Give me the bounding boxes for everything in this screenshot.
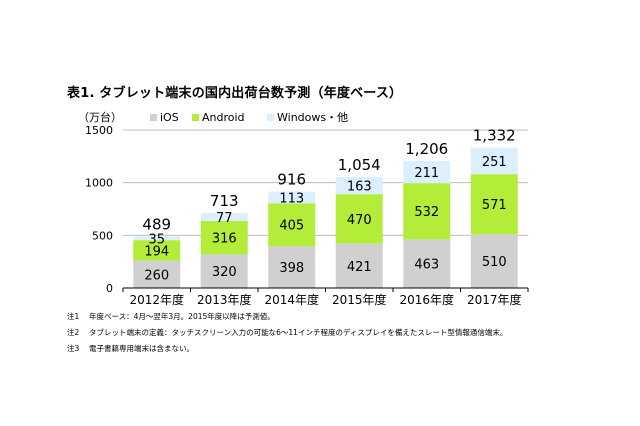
bar-segment-android <box>268 203 316 247</box>
bar-segment-android <box>403 183 451 240</box>
y-axis-ticks: 0 500 1000 1500 <box>85 124 113 295</box>
legend-swatch <box>192 114 199 121</box>
note-number: 注3 <box>67 344 80 353</box>
data-label: 398 <box>279 261 304 276</box>
bar-segment-android <box>200 221 248 255</box>
legend-label: iOS <box>160 111 179 124</box>
note-number: 注1 <box>67 312 80 321</box>
total-label: 1,332 <box>473 127 516 145</box>
bar-segment-windows <box>133 236 181 241</box>
data-label: 320 <box>212 265 237 280</box>
data-label: 251 <box>482 155 507 170</box>
x-tick-label: 2017年度 <box>467 292 522 306</box>
y-tick-label: 1500 <box>85 124 113 137</box>
bar-segment-windows <box>268 191 316 204</box>
x-tick-label: 2012年度 <box>129 292 184 306</box>
data-label: 113 <box>279 191 304 206</box>
x-tick-label: 2013年度 <box>197 292 252 306</box>
note-3: 注3 電子書籍専用端末は含まない。 <box>67 341 627 357</box>
note-text: 年度ベース：4月～翌年3月。2015年度以降は予測値。 <box>89 312 275 321</box>
legend-swatch <box>267 114 274 121</box>
bar-segment-ios <box>403 239 451 288</box>
data-label: 77 <box>216 211 233 226</box>
total-label: 1,206 <box>405 140 448 158</box>
x-axis-ticks: 2012年度 2013年度 2014年度 2015年度 2016年度 2017年度 <box>122 288 529 306</box>
bar-segment-ios <box>335 243 383 288</box>
bar-segment-android <box>470 174 518 235</box>
bar-segment-windows <box>200 212 248 222</box>
y-tick-label: 0 <box>106 282 113 295</box>
bar-segment-android <box>133 240 181 261</box>
data-label: 35 <box>148 232 165 247</box>
bar-segment-ios <box>268 246 316 288</box>
data-label: 211 <box>414 166 439 181</box>
legend-label: Android <box>202 111 245 124</box>
note-2: 注2 タブレット端末の定義：タッチスクリーン入力の可能な6～11インチ程度のディ… <box>67 325 627 341</box>
legend-label: Windows・他 <box>277 111 348 124</box>
data-label: 316 <box>212 232 237 247</box>
data-label: 405 <box>279 219 304 234</box>
data-label: 470 <box>347 213 372 228</box>
total-label: 489 <box>142 215 171 233</box>
data-label: 163 <box>347 180 372 195</box>
y-tick-label: 500 <box>92 229 113 242</box>
total-label: 916 <box>277 171 306 189</box>
bar-segment-windows <box>335 176 383 195</box>
bar-segment-ios <box>133 260 181 288</box>
data-label: 532 <box>414 205 439 220</box>
data-label: 571 <box>482 198 507 213</box>
gridlines <box>123 129 528 236</box>
x-tick-label: 2014年度 <box>264 292 319 306</box>
data-label: 510 <box>482 255 507 270</box>
legend-swatch <box>150 114 157 121</box>
y-tick-label: 1000 <box>85 177 113 190</box>
total-label: 1,054 <box>338 156 381 174</box>
bar-segment-ios <box>470 234 518 288</box>
data-label: 421 <box>347 260 372 275</box>
note-number: 注2 <box>67 328 80 337</box>
note-text: 電子書籍専用端末は含まない。 <box>89 344 194 353</box>
data-label: 194 <box>144 244 169 259</box>
total-label: 713 <box>210 192 239 210</box>
chart-title: 表1. タブレット端末の国内出荷台数予測（年度ベース） <box>67 86 403 101</box>
bar-segment-windows <box>470 147 518 175</box>
bar-segment-windows <box>403 160 451 184</box>
notes: 注1 年度ベース：4月～翌年3月。2015年度以降は予測値。 注2 タブレット端… <box>67 309 627 357</box>
note-text: タブレット端末の定義：タッチスクリーン入力の可能な6～11インチ程度のディスプレ… <box>89 328 508 337</box>
x-tick-label: 2015年度 <box>332 292 387 306</box>
bar-segment-android <box>335 194 383 244</box>
bar-segment-ios <box>200 254 248 288</box>
data-label: 260 <box>144 268 169 283</box>
legend: iOS Android Windows・他 <box>150 111 348 124</box>
data-label: 463 <box>414 258 439 273</box>
stacked-bar-chart: （万台） iOS Android Windows・他 0 500 1000 1500 26… <box>78 110 529 306</box>
y-unit-label: （万台） <box>78 110 122 124</box>
note-1: 注1 年度ベース：4月～翌年3月。2015年度以降は予測値。 <box>67 309 627 325</box>
x-tick-label: 2016年度 <box>399 292 454 306</box>
